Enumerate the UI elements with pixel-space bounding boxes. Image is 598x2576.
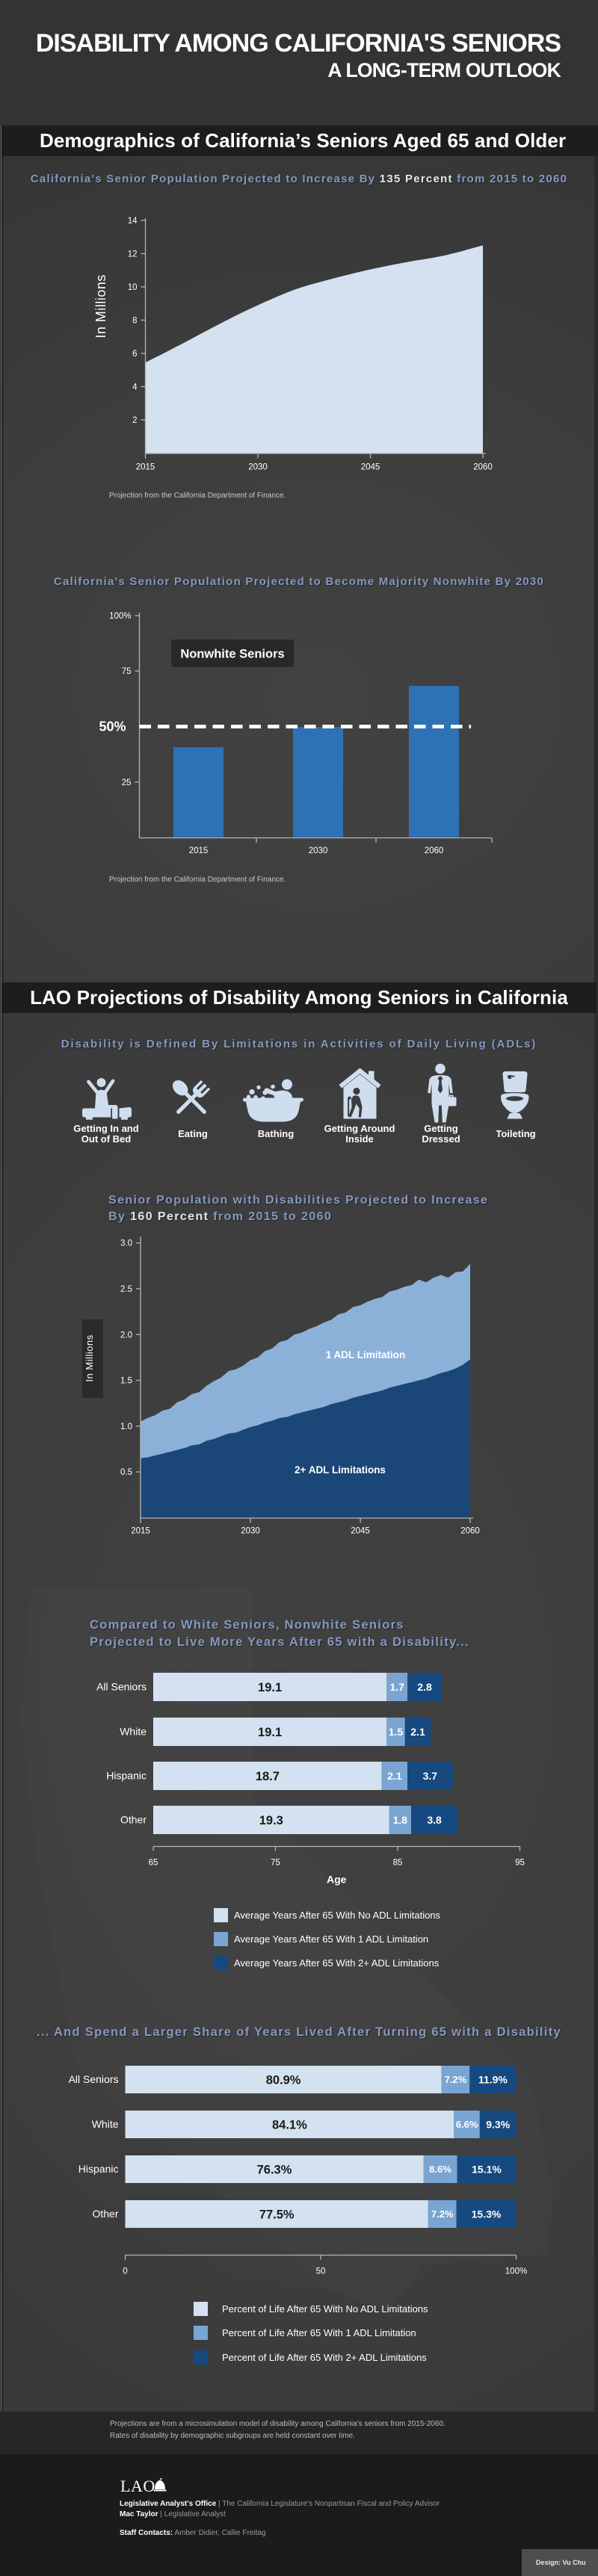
svg-text:2015: 2015 <box>131 1527 150 1536</box>
svg-text:1.0: 1.0 <box>120 1422 132 1431</box>
svg-text:White: White <box>92 2118 119 2130</box>
svg-text:Getting In and: Getting In and <box>73 1123 138 1134</box>
svg-text:White: White <box>120 1726 147 1738</box>
svg-text:Toileting: Toileting <box>496 1128 535 1139</box>
svg-text:0: 0 <box>123 2267 127 2276</box>
svg-text:19.3: 19.3 <box>259 1814 283 1827</box>
svg-text:11.9%: 11.9% <box>478 2074 508 2086</box>
svg-text:12: 12 <box>128 250 138 259</box>
svg-text:Out of Bed: Out of Bed <box>81 1133 131 1145</box>
svg-text:65: 65 <box>149 1859 158 1868</box>
svg-text:1.7: 1.7 <box>389 1681 404 1693</box>
svg-text:8: 8 <box>132 317 137 326</box>
svg-text:2060: 2060 <box>473 463 493 472</box>
svg-text:0.5: 0.5 <box>120 1468 132 1477</box>
svg-text:25: 25 <box>122 778 132 787</box>
svg-text:4: 4 <box>132 383 138 392</box>
svg-text:76.3%: 76.3% <box>257 2164 292 2177</box>
svg-text:All Seniors: All Seniors <box>69 2073 119 2085</box>
svg-text:Average Years After 65 With 2+: Average Years After 65 With 2+ ADL Limit… <box>234 1957 440 1969</box>
svg-text:2.1: 2.1 <box>387 1770 402 1782</box>
svg-text:Bathing: Bathing <box>258 1128 294 1139</box>
svg-text:84.1%: 84.1% <box>272 2119 307 2132</box>
svg-text:95: 95 <box>515 1859 525 1868</box>
svg-text:100%: 100% <box>505 2267 527 2276</box>
svg-text:Hispanic: Hispanic <box>106 1770 147 1782</box>
svg-text:1.5: 1.5 <box>120 1377 132 1386</box>
svg-text:15.3%: 15.3% <box>472 2208 502 2220</box>
svg-text:2.0: 2.0 <box>120 1331 132 1340</box>
svg-text:10: 10 <box>128 283 138 292</box>
svg-text:3.8: 3.8 <box>427 1814 442 1826</box>
svg-text:7.2%: 7.2% <box>431 2208 454 2220</box>
svg-text:2.5: 2.5 <box>120 1285 132 1294</box>
svg-text:Getting: Getting <box>424 1123 458 1134</box>
svg-text:Getting Around: Getting Around <box>324 1123 395 1134</box>
svg-text:Percent of Life After 65 With: Percent of Life After 65 With 1 ADL Limi… <box>222 2327 416 2338</box>
svg-text:2030: 2030 <box>309 846 328 855</box>
svg-text:18.7: 18.7 <box>256 1770 280 1783</box>
svg-text:50: 50 <box>316 2267 326 2276</box>
svg-text:In Millions: In Millions <box>93 274 108 338</box>
svg-text:50%: 50% <box>99 719 126 734</box>
svg-text:2015: 2015 <box>136 463 155 472</box>
svg-text:2030: 2030 <box>248 463 268 472</box>
svg-text:77.5%: 77.5% <box>259 2208 295 2222</box>
svg-text:2.8: 2.8 <box>417 1681 432 1693</box>
svg-text:Eating: Eating <box>178 1128 208 1139</box>
svg-text:1.5: 1.5 <box>389 1726 404 1738</box>
svg-text:In Millions: In Millions <box>84 1334 95 1381</box>
svg-text:100%: 100% <box>109 612 131 621</box>
svg-text:75: 75 <box>271 1859 280 1868</box>
svg-text:2+ ADL Limitations: 2+ ADL Limitations <box>295 1464 386 1476</box>
svg-text:2: 2 <box>132 416 137 425</box>
svg-text:All Seniors: All Seniors <box>96 1681 147 1693</box>
svg-text:2.1: 2.1 <box>410 1726 425 1738</box>
svg-text:1 ADL Limitation: 1 ADL Limitation <box>326 1349 406 1360</box>
svg-text:2030: 2030 <box>241 1527 260 1536</box>
svg-text:2060: 2060 <box>460 1527 480 1536</box>
svg-text:Dressed: Dressed <box>422 1133 460 1145</box>
svg-text:1.8: 1.8 <box>393 1814 408 1826</box>
svg-text:80.9%: 80.9% <box>266 2074 301 2087</box>
svg-text:2015: 2015 <box>189 846 209 855</box>
svg-text:7.2%: 7.2% <box>445 2074 467 2085</box>
svg-text:85: 85 <box>393 1859 403 1868</box>
svg-text:Percent of Life After 65 With: Percent of Life After 65 With No ADL Lim… <box>222 2303 428 2315</box>
svg-text:3.7: 3.7 <box>423 1770 438 1782</box>
svg-text:Average Years After 65 With No: Average Years After 65 With No ADL Limit… <box>234 1910 441 1921</box>
svg-text:Other: Other <box>92 2208 118 2220</box>
svg-text:19.1: 19.1 <box>258 1726 282 1739</box>
svg-text:9.3%: 9.3% <box>486 2119 510 2131</box>
svg-text:2045: 2045 <box>351 1527 370 1536</box>
svg-text:14: 14 <box>128 217 138 226</box>
svg-text:3.0: 3.0 <box>120 1239 132 1248</box>
svg-text:Hispanic: Hispanic <box>78 2163 119 2175</box>
svg-text:Age: Age <box>327 1874 347 1886</box>
svg-text:Other: Other <box>120 1814 147 1826</box>
svg-text:19.1: 19.1 <box>258 1681 282 1694</box>
svg-text:Inside: Inside <box>345 1133 374 1145</box>
svg-text:15.1%: 15.1% <box>472 2164 502 2176</box>
svg-text:2060: 2060 <box>425 846 444 855</box>
svg-text:75: 75 <box>122 667 132 676</box>
svg-text:Average Years After 65 With 1: Average Years After 65 With 1 ADL Limita… <box>234 1933 428 1945</box>
svg-text:Nonwhite Seniors: Nonwhite Seniors <box>180 648 284 661</box>
svg-text:Percent of Life After 65 With: Percent of Life After 65 With 2+ ADL Lim… <box>222 2352 427 2363</box>
svg-text:6.6%: 6.6% <box>456 2119 478 2130</box>
svg-text:8.6%: 8.6% <box>429 2164 451 2175</box>
svg-text:6: 6 <box>132 350 137 359</box>
svg-text:2045: 2045 <box>361 463 380 472</box>
